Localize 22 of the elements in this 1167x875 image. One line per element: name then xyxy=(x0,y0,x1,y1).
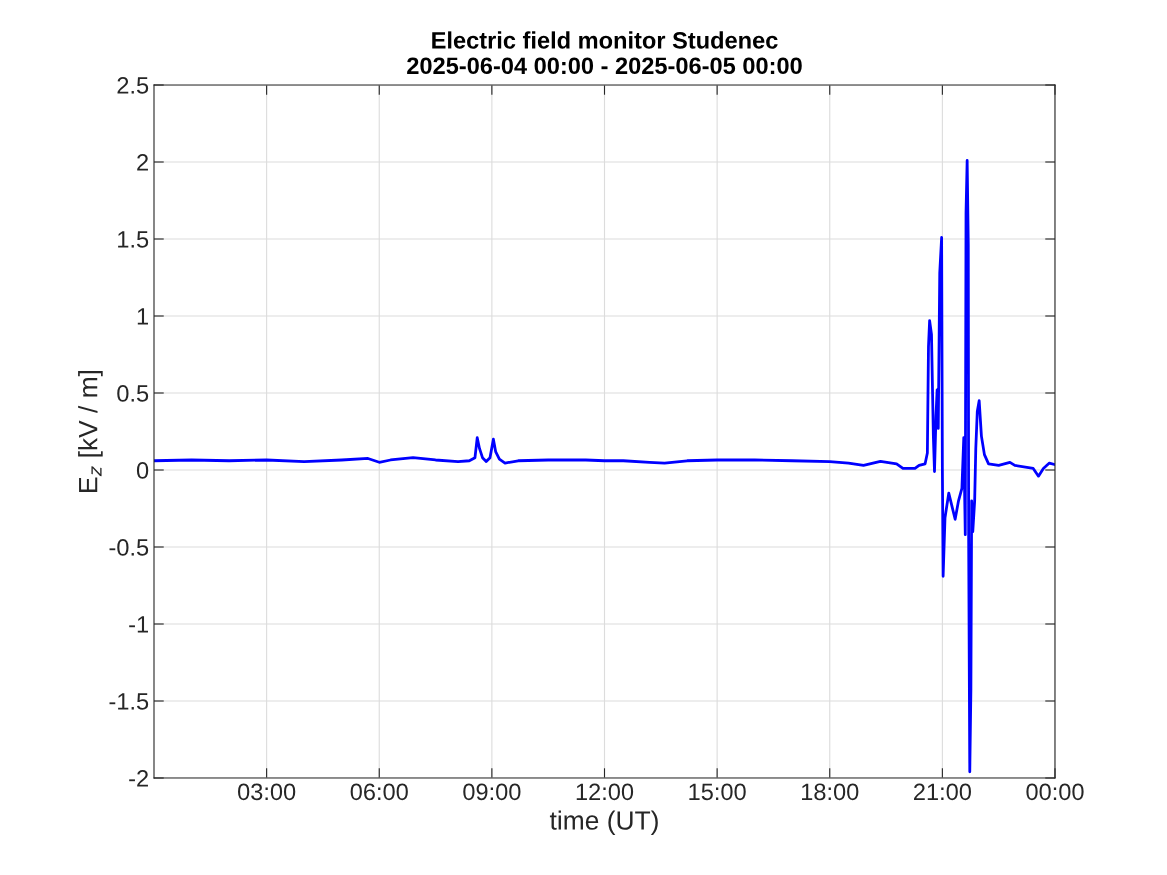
y-tick-label: -1 xyxy=(129,616,148,633)
x-tick-label: 15:00 xyxy=(689,783,746,801)
y-tick-label: 2 xyxy=(137,154,148,171)
y-tick-label: -1.5 xyxy=(109,693,149,710)
y-tick-label: -0.5 xyxy=(109,539,149,556)
x-tick-label: 21:00 xyxy=(914,783,971,801)
x-axis-title: time (UT) xyxy=(549,810,658,836)
x-tick-label: 03:00 xyxy=(238,783,296,801)
y-tick-label: 0.5 xyxy=(117,385,149,402)
line-series xyxy=(154,159,1055,774)
y-tick-label: 1 xyxy=(137,308,148,325)
y-tick-label: 2.5 xyxy=(117,77,149,94)
y-tick-label: 1.5 xyxy=(118,231,149,248)
y-axis-title: E$_{z}$ [kV / m] xyxy=(78,370,103,492)
x-tick-label: 18:00 xyxy=(802,783,859,801)
y-tick-label: -2 xyxy=(129,770,148,787)
x-tick-label: 09:00 xyxy=(463,783,521,801)
x-tick-label: 12:00 xyxy=(576,783,634,801)
x-tick-label: 00:00 xyxy=(1026,783,1084,801)
chart-title: Electric field monitor Studenec 2025-06-04 00:00 - 2025-06-05 00:00 xyxy=(407,31,802,75)
y-tick-label: 0 xyxy=(136,462,149,479)
x-tick-label: 06:00 xyxy=(350,783,408,801)
